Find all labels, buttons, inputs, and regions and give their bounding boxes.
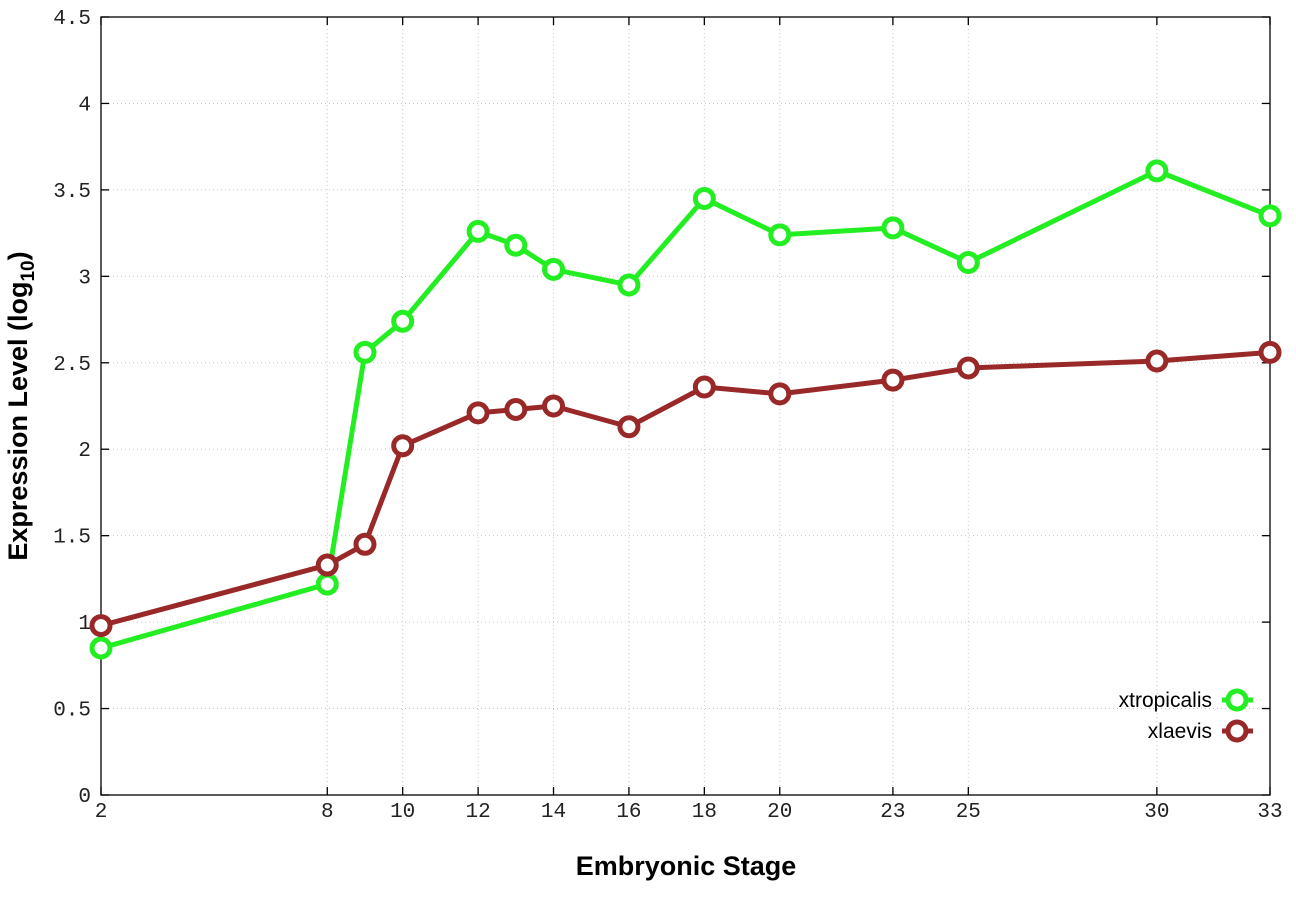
y-tick-label: 0 — [78, 786, 91, 809]
data-point-xlaevis — [315, 553, 339, 577]
series-xtropicalis — [89, 159, 1282, 660]
data-point-xtropicalis — [692, 187, 716, 211]
legend-item-xtropicalis: xtropicalis — [1119, 688, 1253, 712]
y-tick-label: 1 — [78, 613, 91, 636]
y-tick-label: 4.5 — [53, 8, 91, 31]
data-point-xlaevis — [692, 375, 716, 399]
data-point-xlaevis — [391, 434, 415, 458]
ticks-layer — [100, 16, 1271, 796]
data-point-xlaevis — [353, 532, 377, 556]
x-tick-label: 14 — [541, 801, 566, 824]
y-tick-label: 2 — [78, 440, 91, 463]
data-point-xtropicalis — [89, 636, 113, 660]
legend: xtropicalis xlaevis — [1119, 688, 1253, 743]
y-axis-title-close: ) — [3, 251, 33, 260]
x-tick-label: 2 — [95, 801, 108, 824]
x-tick-label: 25 — [956, 801, 981, 824]
y-tick-label: 3 — [78, 267, 91, 290]
x-tick-label: 23 — [880, 801, 905, 824]
data-point-xlaevis — [956, 356, 980, 380]
y-tick-label: 2.5 — [53, 354, 91, 377]
plot-frame — [100, 16, 1271, 796]
data-point-xtropicalis — [315, 572, 339, 596]
x-tick-label: 16 — [616, 801, 641, 824]
legend-label: xlaevis — [1148, 720, 1212, 743]
data-point-xtropicalis — [466, 219, 490, 243]
y-tick-labels: 0 0.5 1 1.5 2 2.5 3 3.5 4 4.5 — [53, 8, 91, 809]
data-point-xlaevis — [768, 382, 792, 406]
y-axis-title-main: Expression Level (log — [3, 282, 33, 561]
data-point-xtropicalis — [881, 216, 905, 240]
data-point-xlaevis — [881, 368, 905, 392]
y-tick-label: 3.5 — [53, 181, 91, 204]
data-point-xlaevis — [466, 401, 490, 425]
data-point-xtropicalis — [1258, 204, 1282, 228]
y-tick-label: 1.5 — [53, 527, 91, 550]
data-point-xtropicalis — [353, 340, 377, 364]
data-point-xtropicalis — [617, 273, 641, 297]
x-tick-label: 8 — [321, 801, 334, 824]
legend-item-xlaevis: xlaevis — [1148, 719, 1253, 743]
data-point-xtropicalis — [956, 251, 980, 275]
legend-swatch-marker — [1225, 719, 1249, 743]
data-point-xtropicalis — [504, 233, 528, 257]
data-point-xlaevis — [1145, 349, 1169, 373]
data-point-xtropicalis — [391, 309, 415, 333]
x-axis-title: Embryonic Stage — [576, 851, 797, 881]
data-point-xlaevis — [1258, 340, 1282, 364]
x-tick-label: 20 — [767, 801, 792, 824]
data-point-xtropicalis — [768, 223, 792, 247]
x-tick-labels: 2 8 10 12 14 16 18 20 23 25 30 33 — [95, 801, 1283, 824]
data-point-xlaevis — [542, 394, 566, 418]
y-axis-title-subscript: 10 — [18, 260, 39, 281]
series-layer — [89, 159, 1282, 660]
data-point-xlaevis — [617, 415, 641, 439]
x-tick-label: 18 — [692, 801, 717, 824]
grid-layer — [101, 17, 1270, 795]
x-tick-label: 30 — [1144, 801, 1169, 824]
data-point-xlaevis — [89, 614, 113, 638]
y-tick-label: 0.5 — [53, 700, 91, 723]
data-point-xtropicalis — [1145, 159, 1169, 183]
data-point-xlaevis — [504, 397, 528, 421]
series-xlaevis — [89, 340, 1282, 638]
y-tick-label: 4 — [78, 94, 91, 117]
data-point-xtropicalis — [542, 257, 566, 281]
x-tick-label: 10 — [390, 801, 415, 824]
x-tick-label: 12 — [465, 801, 490, 824]
x-tick-label: 33 — [1257, 801, 1282, 824]
series-line-xlaevis — [100, 349, 1271, 628]
y-axis-title: Expression Level (log10) — [3, 251, 39, 560]
legend-swatch-marker — [1225, 688, 1249, 712]
legend-label: xtropicalis — [1119, 689, 1212, 712]
